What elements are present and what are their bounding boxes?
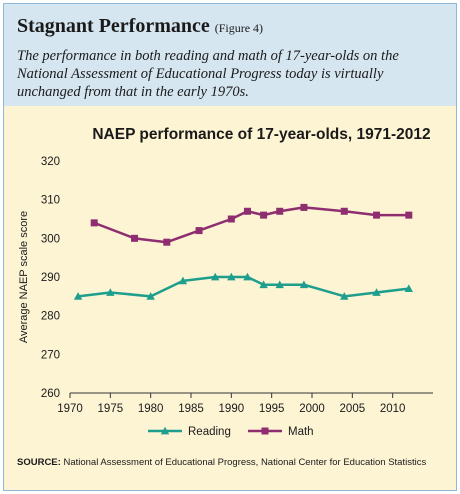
data-point-reading [106, 288, 115, 296]
data-point-reading [299, 280, 309, 289]
data-point-math [340, 207, 348, 215]
data-point-math [405, 211, 413, 219]
y-tick-label: 270 [41, 349, 60, 361]
x-tick-label: 2005 [340, 403, 366, 415]
data-point-reading [259, 280, 268, 289]
data-point-math [260, 211, 268, 219]
legend-label-reading: Reading [188, 426, 231, 438]
figure-title: Stagnant Performance (Figure 4) [17, 15, 263, 38]
title-text: Stagnant Performance [17, 15, 210, 37]
series-line-math [93, 206, 409, 244]
y-tick-label: 260 [41, 388, 60, 400]
data-point-math [195, 227, 203, 235]
y-tick-label: 280 [41, 311, 60, 323]
data-point-reading [404, 284, 413, 292]
y-tick-label: 310 [41, 195, 60, 207]
data-point-math [227, 215, 235, 223]
figure-label: (Figure 4) [214, 21, 264, 35]
x-tick-label: 1970 [57, 403, 83, 415]
data-point-math [131, 234, 139, 242]
legend-marker-reading [160, 426, 170, 435]
source-text: National Assessment of Educational Progr… [63, 457, 427, 468]
source-label: SOURCE: [17, 457, 61, 468]
data-point-reading [73, 292, 83, 300]
x-tick-label: 2010 [380, 403, 406, 415]
data-point-reading [227, 272, 236, 281]
data-point-reading [340, 292, 349, 300]
figure-panel: Stagnant Performance (Figure 4) The perf… [3, 3, 457, 491]
legend-marker-math [261, 427, 269, 435]
chart-title: NAEP performance of 17-year-olds, 1971-2… [92, 126, 430, 143]
y-axis-label: Average NAEP scale score [18, 211, 30, 343]
data-point-math [300, 203, 308, 211]
figure-header: Stagnant Performance (Figure 4) The perf… [4, 4, 456, 106]
data-point-math [276, 207, 284, 215]
data-point-math [243, 207, 251, 215]
data-point-reading [146, 292, 155, 300]
data-point-reading [372, 288, 381, 296]
data-point-reading [243, 272, 252, 281]
x-tick-label: 1975 [98, 403, 124, 415]
data-point-math [373, 211, 381, 219]
legend-label-math: Math [288, 426, 314, 438]
source-note: SOURCE: National Assessment of Education… [17, 457, 447, 469]
data-point-reading [275, 280, 284, 289]
figure-subtitle: The performance in both reading and math… [17, 48, 399, 100]
data-point-reading [211, 272, 220, 281]
x-tick-label: 1985 [178, 403, 204, 415]
x-tick-label: 1990 [219, 403, 245, 415]
x-tick-label: 1995 [259, 403, 285, 415]
x-tick-label: 2000 [299, 403, 325, 415]
y-tick-label: 320 [41, 156, 60, 168]
x-tick-label: 1980 [138, 403, 164, 415]
data-point-reading [178, 276, 188, 285]
series-line-reading [77, 275, 409, 298]
data-point-math [90, 219, 98, 227]
data-point-math [163, 238, 171, 246]
y-tick-label: 290 [41, 272, 60, 284]
y-tick-label: 300 [41, 233, 60, 245]
